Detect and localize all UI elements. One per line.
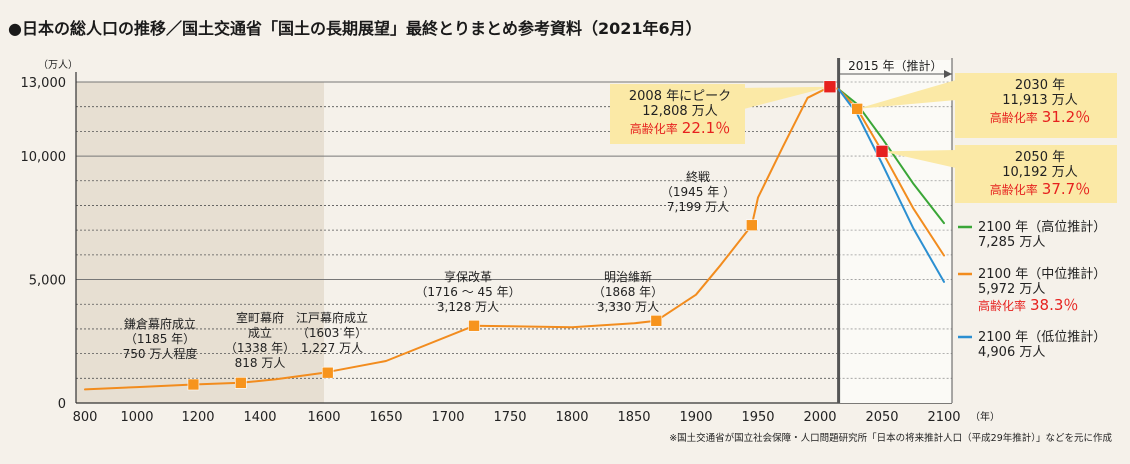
legend-text: 2100 年（低位推計） [978, 329, 1106, 345]
era-annotation: （1185 年） [125, 332, 195, 346]
y-tick-label: 0 [58, 397, 66, 412]
callout-box [955, 73, 1117, 138]
data-marker [321, 366, 334, 379]
callout-box [955, 145, 1117, 203]
x-tick-label: 2100 [927, 410, 960, 425]
series-line-high [837, 88, 945, 225]
y-tick-label: 5,000 [29, 274, 66, 289]
era-annotation: 享保改革 [444, 269, 492, 284]
legend-text: 2100 年（高位推計） [978, 219, 1106, 235]
callout-rate: 高齢化率 31.2％ [990, 108, 1090, 126]
x-tick-label: 1400 [243, 410, 276, 425]
data-marker [650, 314, 663, 327]
x-tick-label: 2050 [865, 410, 898, 425]
x-tick-label: 1850 [617, 410, 650, 425]
x-axis-unit: （年） [970, 410, 1000, 423]
era-annotation: 江戸幕府成立 [296, 310, 368, 325]
callout-text: 12,808 万人 [642, 104, 718, 119]
projection-arrow-head [944, 70, 952, 78]
x-tick-label: 1700 [431, 410, 464, 425]
era-annotation: （1603 年） [297, 326, 367, 340]
x-tick-label: 1000 [120, 410, 153, 425]
y-tick-label: 10,000 [21, 150, 67, 165]
x-tick-label: 1800 [555, 410, 588, 425]
era-annotation: 3,330 万人 [597, 300, 659, 314]
callout-text: 2008 年にピーク [629, 89, 731, 104]
era-annotation: 明治維新 [604, 269, 652, 284]
callout-rate-label: 高齢化率 [630, 121, 678, 136]
era-annotation: 1,227 万人 [301, 341, 363, 355]
era-annotation: （1945 年 ） [661, 185, 735, 199]
callout-rate-value: 31.2％ [1042, 108, 1090, 126]
era-annotation: 7,199 万人 [667, 200, 729, 214]
callout-rate-label: 高齢化率 [990, 110, 1038, 125]
callout-rate-value: 37.7％ [1042, 180, 1090, 198]
callout-pointer [882, 150, 956, 168]
series-line-history [84, 85, 840, 391]
callout-text: 10,192 万人 [1002, 165, 1078, 180]
era-annotation: 成立 [248, 325, 272, 340]
source-note: ※国土交通省が国立社会保障・人口問題研究所「日本の将来推計人口（平成29年推計）… [669, 432, 1112, 444]
callout-text: 2050 年 [1015, 150, 1065, 165]
x-tick-label: 1650 [369, 410, 402, 425]
data-marker [468, 319, 480, 332]
callout-text: 11,913 万人 [1002, 93, 1078, 108]
data-marker [823, 80, 837, 94]
series-line-low [837, 88, 945, 283]
callout-rate-label: 高齢化率 [990, 182, 1038, 197]
callout-pointer [857, 80, 956, 109]
legend-rate-value: 38.3％ [1030, 296, 1078, 314]
x-tick-label: 1600 [307, 410, 340, 425]
callout-rate: 高齢化率 37.7％ [990, 180, 1090, 198]
callout-pointer [740, 86, 830, 110]
era-annotation: （1338 年） [225, 341, 295, 355]
data-marker [234, 377, 247, 389]
x-tick-label: 1200 [181, 410, 214, 425]
callout-rate: 高齢化率 22.1％ [630, 119, 730, 137]
era-annotation: 3,128 万人 [437, 300, 499, 314]
x-tick-label: 1900 [679, 410, 712, 425]
legend-rate-label: 高齢化率 [978, 298, 1026, 313]
legend-text: 4,906 万人 [978, 345, 1045, 360]
era-annotation: 鎌倉幕府成立 [124, 316, 196, 331]
era-annotation: 818 万人 [235, 356, 286, 370]
callout-text: 2030 年 [1015, 78, 1065, 93]
data-marker [745, 219, 758, 232]
projection-region [838, 60, 952, 403]
callout-box [610, 84, 745, 144]
data-marker [851, 103, 864, 115]
data-marker [875, 145, 889, 158]
chart-title: ●日本の総人口の推移／国土交通省「国土の長期展望」最終とりまとめ参考資料（202… [8, 19, 702, 38]
legend-text: 7,285 万人 [978, 235, 1045, 250]
y-tick-label: 13,000 [21, 76, 67, 91]
x-tick-label: 1950 [741, 410, 774, 425]
x-tick-label: 1750 [493, 410, 526, 425]
projection-label: 2015 年（推計） [848, 58, 942, 73]
legend-rate: 高齢化率 38.3％ [978, 296, 1078, 314]
era-annotation: 終戦 [686, 169, 710, 184]
legend-text: 2100 年（中位推計） [978, 266, 1106, 282]
era-annotation: （1716 ～ 45 年） [415, 285, 520, 299]
callout-rate-value: 22.1％ [682, 119, 730, 137]
x-tick-label: 800 [73, 410, 98, 425]
era-annotation: 室町幕府 [236, 310, 284, 325]
y-axis-unit: （万人） [38, 59, 78, 71]
data-marker [187, 378, 200, 391]
era-annotation: （1868 年） [593, 285, 663, 299]
pre-edo-shade [76, 82, 324, 403]
legend-text: 5,972 万人 [978, 282, 1045, 297]
era-annotation: 750 万人程度 [123, 346, 198, 361]
x-tick-label: 2000 [803, 410, 836, 425]
